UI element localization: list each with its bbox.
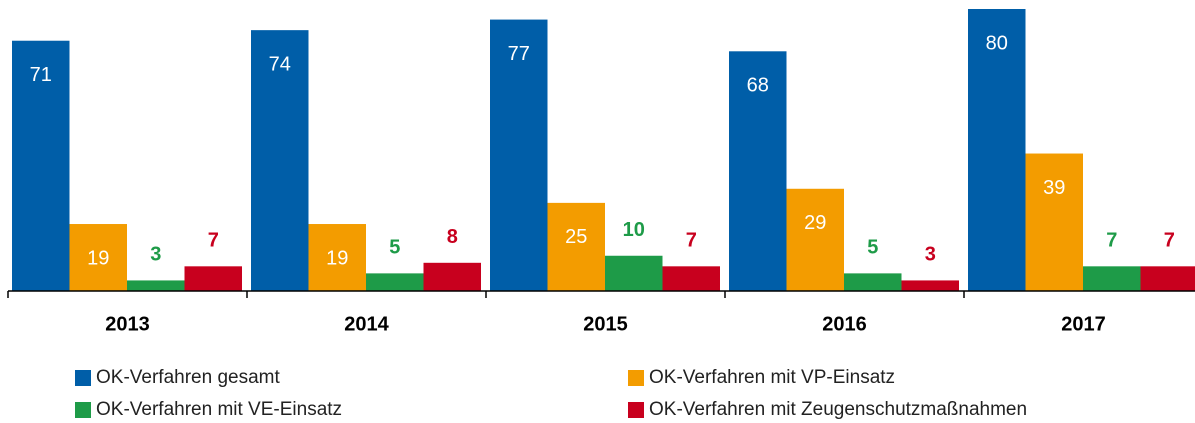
bar [1083, 266, 1141, 291]
legend-label: OK-Verfahren mit Zeugenschutzmaßnahmen [649, 399, 1027, 420]
value-label: 39 [1043, 177, 1065, 199]
value-label: 7 [208, 230, 219, 252]
value-label: 71 [30, 64, 52, 86]
legend-label: OK-Verfahren gesamt [96, 367, 280, 388]
bar [69, 224, 127, 291]
bar [308, 224, 366, 291]
x-tick-label: 2015 [583, 313, 628, 335]
legend-swatch [628, 370, 644, 386]
bar [605, 255, 663, 291]
x-tick-label: 2014 [344, 313, 389, 335]
value-label: 3 [150, 244, 161, 266]
value-label: 8 [447, 226, 458, 248]
value-label: 29 [804, 212, 826, 234]
bar [729, 51, 787, 291]
value-label: 74 [269, 53, 291, 75]
value-label: 80 [986, 32, 1008, 54]
bar [1140, 266, 1195, 291]
bar [1025, 153, 1083, 291]
bar [184, 266, 242, 291]
value-label: 7 [1164, 230, 1175, 252]
bar [786, 188, 844, 291]
legend-swatch [628, 402, 644, 418]
value-label: 68 [747, 75, 769, 97]
value-label: 77 [508, 43, 530, 65]
bar [12, 40, 70, 291]
legend-swatch [75, 370, 91, 386]
bar [844, 273, 902, 291]
value-label: 5 [389, 237, 400, 259]
legend-swatch [75, 402, 91, 418]
bar [968, 9, 1026, 291]
value-label: 7 [686, 230, 697, 252]
bar [490, 19, 548, 291]
legend-label: OK-Verfahren mit VP-Einsatz [649, 367, 895, 388]
bar [547, 202, 605, 291]
bar [127, 280, 185, 291]
value-label: 19 [87, 247, 109, 269]
value-label: 3 [925, 244, 936, 266]
bar [662, 266, 720, 291]
value-label: 7 [1106, 230, 1117, 252]
x-tick-label: 2013 [105, 313, 150, 335]
bar [366, 273, 424, 291]
value-label: 25 [565, 226, 587, 248]
x-tick-label: 2017 [1061, 313, 1106, 335]
x-tick-label: 2016 [822, 313, 867, 335]
legend-label: OK-Verfahren mit VE-Einsatz [96, 399, 342, 420]
bar [423, 262, 481, 291]
value-label: 5 [867, 237, 878, 259]
value-label: 10 [623, 219, 645, 241]
value-label: 19 [326, 247, 348, 269]
bar [901, 280, 959, 291]
bar [251, 30, 309, 292]
